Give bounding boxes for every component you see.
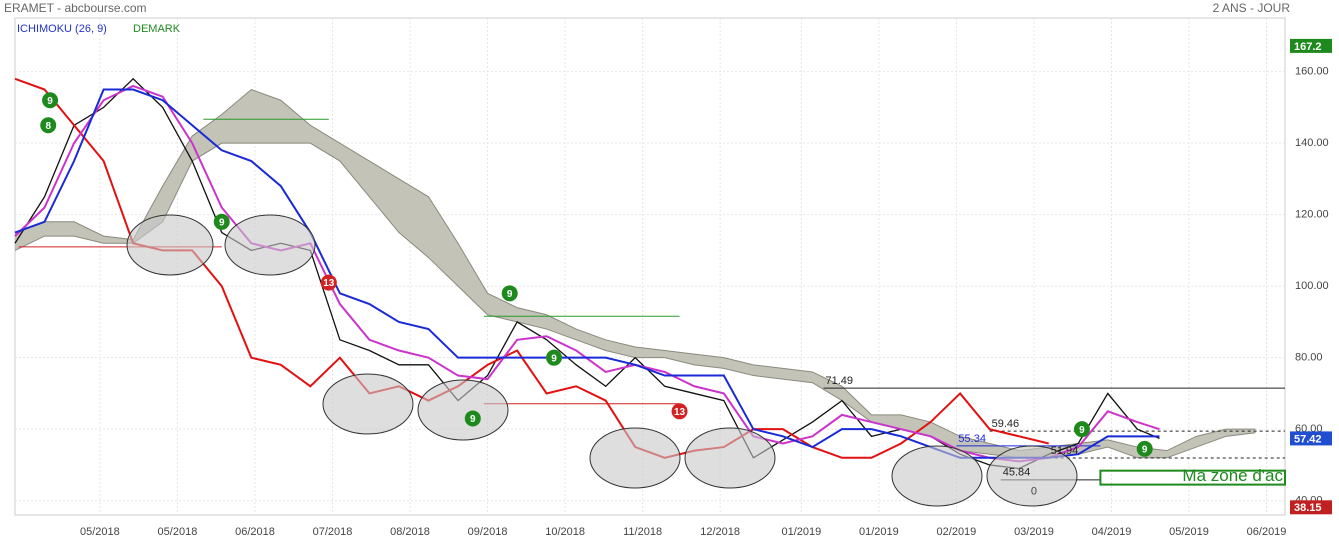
x-tick-label: 03/2019 xyxy=(1014,526,1054,538)
x-tick-label: 06/2019 xyxy=(1247,526,1287,538)
ellipse xyxy=(986,445,1078,507)
demark-badge xyxy=(546,349,563,366)
x-tick-label: 06/2018 xyxy=(235,526,275,538)
x-tick-label: 01/2019 xyxy=(781,526,821,538)
demark-badge xyxy=(464,410,481,427)
demark-badge xyxy=(1073,421,1090,438)
overlay: ICHIMOKU (26, 9)DEMARK40.0060.0080.00100… xyxy=(17,23,1332,538)
x-tick-label: 05/2018 xyxy=(80,526,120,538)
demark-badge xyxy=(40,117,57,134)
price-tag xyxy=(1290,38,1332,53)
price-tag-label: 167.2 xyxy=(1294,41,1322,53)
demark-count: 9 xyxy=(551,353,557,364)
legend-entry: ICHIMOKU (26, 9) xyxy=(17,23,107,35)
cloud-edge xyxy=(14,88,1256,452)
x-tick-label: 04/2019 xyxy=(1092,526,1132,538)
demark-count: 9 xyxy=(507,289,513,300)
demark-count: 13 xyxy=(323,278,335,289)
demark-count: 9 xyxy=(1079,425,1085,436)
demark-count: 9 xyxy=(470,414,476,425)
zone-box xyxy=(1099,469,1286,486)
ellipse xyxy=(684,427,776,489)
demark-badge xyxy=(213,213,230,230)
x-tick-label: 12/2018 xyxy=(700,526,740,538)
demark-badge xyxy=(42,92,59,109)
x-tick-label: 10/2018 xyxy=(545,526,585,538)
level-label: 45.84 xyxy=(1003,467,1031,479)
price-tag xyxy=(1290,500,1332,515)
x-tick-label: 07/2018 xyxy=(313,526,353,538)
y-tick-label: 120.00 xyxy=(1295,209,1329,221)
price-tag-label: 57.42 xyxy=(1294,433,1322,445)
legend-entry: DEMARK xyxy=(133,23,181,35)
x-tick-label: 08/2018 xyxy=(390,526,430,538)
series-line xyxy=(14,88,1160,459)
cloud-edge xyxy=(14,142,1256,459)
x-tick-label: 11/2018 xyxy=(623,526,662,538)
series-line xyxy=(14,77,1160,470)
demark-count: 9 xyxy=(47,96,53,107)
zone-label: Ma zone d'ac xyxy=(1182,466,1283,485)
chart-subtitle: 2 ANS - JOUR xyxy=(1213,1,1291,15)
y-tick-label: 140.00 xyxy=(1295,137,1329,149)
demark-badge xyxy=(320,274,337,291)
demark-badge xyxy=(671,403,688,420)
level-label: 59.46 xyxy=(992,418,1020,430)
demark-badge xyxy=(1136,440,1153,457)
annotation-ellipses xyxy=(126,214,1078,507)
level-label: 71.49 xyxy=(826,375,854,387)
cloud-fill xyxy=(15,89,1256,458)
chart-title: ERAMET - abcbourse.com xyxy=(4,1,147,15)
x-tick-label: 05/2019 xyxy=(1169,526,1209,538)
demark-count: 13 xyxy=(674,407,686,418)
x-tick-label: 02/2019 xyxy=(937,526,977,538)
price-tag xyxy=(1290,431,1332,446)
x-tick-label: 09/2018 xyxy=(468,526,508,538)
x-tick-label: 05/2018 xyxy=(158,526,198,538)
x-tick-label: 01/2019 xyxy=(859,526,899,538)
plot-frame xyxy=(14,17,1286,516)
demark-count: 8 xyxy=(45,121,51,132)
ellipse xyxy=(589,427,681,489)
y-tick-label: 160.00 xyxy=(1295,66,1329,78)
ellipse xyxy=(891,445,983,507)
demark-count: 9 xyxy=(1142,444,1148,455)
annotation: 0 xyxy=(1031,486,1037,498)
ellipse xyxy=(224,214,316,276)
price-tag-label: 38.15 xyxy=(1294,502,1322,514)
demark-badge xyxy=(501,285,518,302)
level-label: 51.94 xyxy=(1051,445,1079,457)
y-tick-label: 100.00 xyxy=(1295,280,1329,292)
series-line xyxy=(14,84,1160,463)
ellipse xyxy=(126,214,214,276)
level-label: 55.34 xyxy=(958,433,986,445)
y-tick-label: 80.00 xyxy=(1295,352,1323,364)
ellipse xyxy=(417,379,509,441)
demark-count: 9 xyxy=(219,217,225,228)
ellipse xyxy=(322,373,414,435)
